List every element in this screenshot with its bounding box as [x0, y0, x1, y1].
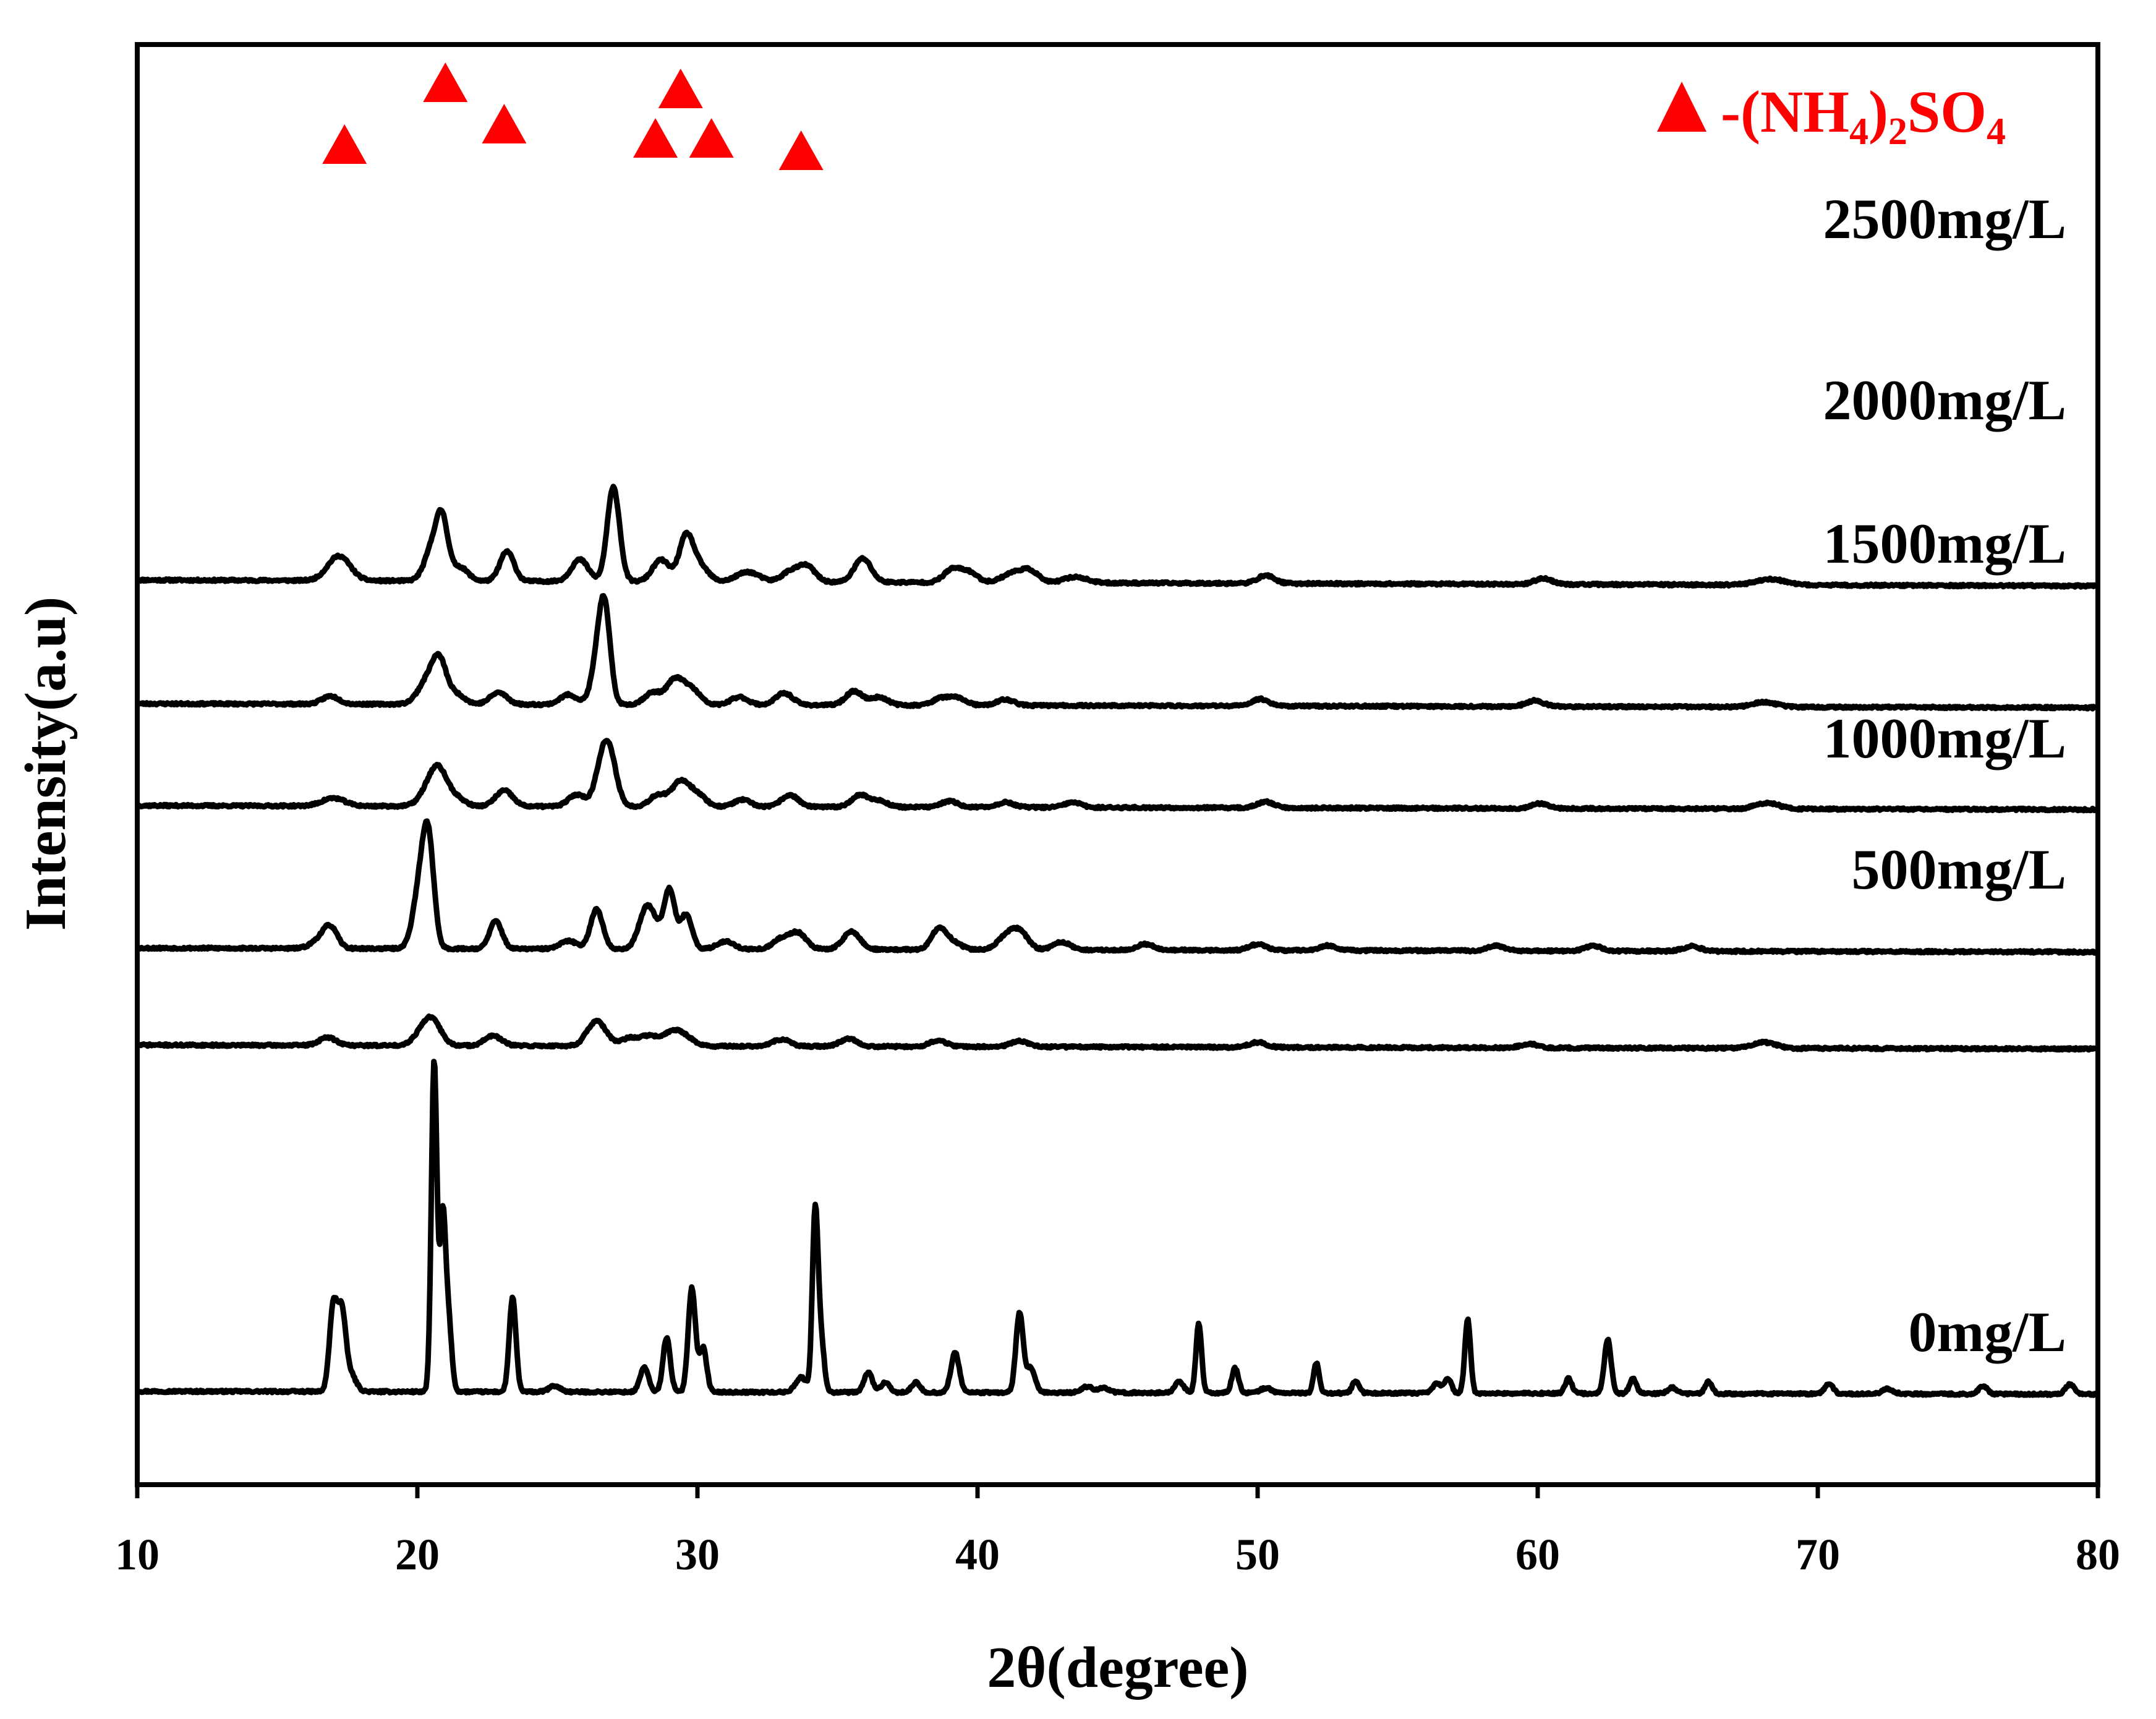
y-axis-title: Intensity(a.u)	[14, 597, 78, 931]
peak-markers	[322, 62, 824, 170]
peak-marker-triangle-icon	[658, 69, 703, 108]
x-tick-label: 40	[955, 1530, 1000, 1579]
legend-triangle-icon	[1657, 82, 1706, 132]
x-tick-label: 20	[395, 1530, 440, 1579]
series-line	[135, 1013, 2099, 1053]
peak-marker-triangle-icon	[633, 118, 678, 158]
x-axis-title: 2θ(degree)	[987, 1636, 1248, 1700]
series-line	[136, 484, 2098, 590]
series-layer	[135, 484, 2099, 1398]
x-tick-label: 30	[675, 1530, 720, 1579]
series-line	[136, 1059, 2098, 1398]
series-line	[136, 818, 2098, 956]
x-tick-label: 50	[1235, 1530, 1280, 1579]
peak-marker-triangle-icon	[689, 118, 734, 158]
plot-frame	[135, 42, 2100, 1487]
legend: -(NH4)2SO4	[1657, 79, 2006, 153]
series-label: 500mg/L	[1851, 838, 2066, 901]
series-label: 2500mg/L	[1823, 187, 2066, 250]
x-axis-tick-labels: 10 20 30 40 50 60 70 80	[115, 1530, 2120, 1579]
peak-marker-triangle-icon	[482, 104, 527, 143]
series-line	[135, 738, 2098, 814]
legend-label: -(NH4)2SO4	[1721, 79, 2006, 153]
series-label: 0mg/L	[1908, 1300, 2066, 1363]
x-axis-ticks	[135, 1485, 2100, 1498]
x-tick-label: 80	[2076, 1530, 2120, 1579]
series-label: 1500mg/L	[1823, 512, 2066, 575]
series-label: 2000mg/L	[1823, 369, 2066, 432]
peak-marker-triangle-icon	[423, 62, 468, 102]
series-label: 1000mg/L	[1823, 707, 2066, 770]
x-tick-label: 60	[1515, 1530, 1560, 1579]
peak-marker-triangle-icon	[322, 124, 367, 164]
series-line	[136, 593, 2098, 712]
x-tick-label: 10	[115, 1530, 160, 1579]
x-tick-label: 70	[1796, 1530, 1840, 1579]
peak-marker-triangle-icon	[778, 130, 824, 170]
series-labels: 2500mg/L 2000mg/L 1500mg/L 1000mg/L 500m…	[1823, 187, 2066, 1363]
